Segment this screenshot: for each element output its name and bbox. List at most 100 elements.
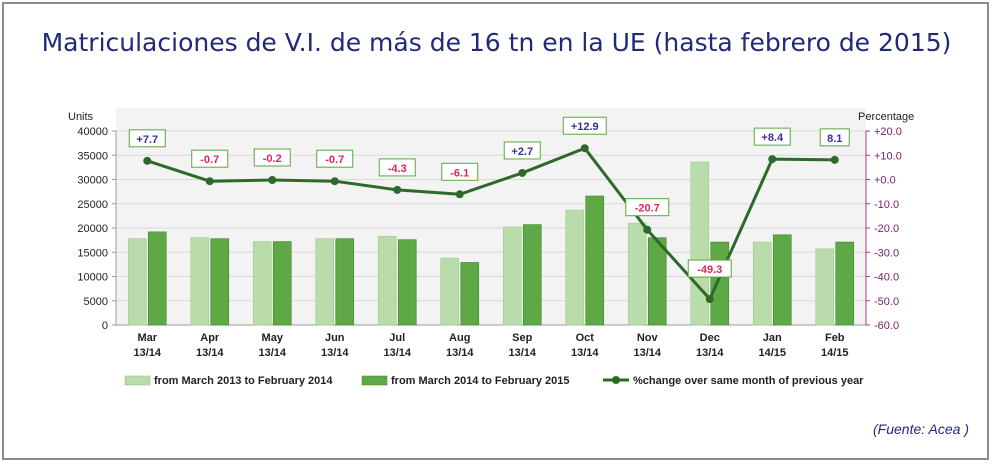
data-label-text: -20.7 [635, 203, 660, 215]
data-label-text: +2.7 [511, 146, 533, 158]
y-tick-label: 40000 [77, 126, 108, 138]
bar-series1 [315, 238, 335, 326]
data-label-text: -0.2 [263, 153, 282, 165]
x-tick-sublabel: 13/14 [446, 347, 474, 359]
y-axis-label: Units [68, 111, 94, 123]
data-label-text: 8.1 [827, 133, 842, 145]
x-tick-label: Feb [825, 332, 845, 344]
bar-series1 [377, 235, 397, 326]
y2-tick-label: -60.0 [874, 320, 899, 332]
data-label: -4.3 [378, 158, 416, 177]
data-label: -0.7 [316, 149, 354, 168]
data-label-text: +7.7 [136, 134, 158, 146]
y2-tick-label: +0.0 [874, 175, 896, 187]
legend-swatch-series1 [124, 375, 151, 386]
legend: from March 2013 to February 2014 from Ma… [124, 375, 864, 387]
percent-labels: +7.7 -0.7 -0.2 -0.7 -4.3 -6.1 +2.7 +12.9 -20.7 -4… [128, 116, 850, 278]
bar-series2 [772, 234, 792, 326]
line-marker [455, 190, 464, 199]
x-tick-label: Apr [200, 332, 220, 344]
x-tick-sublabel: 13/14 [571, 347, 599, 359]
x-tick-label: Nov [637, 332, 659, 344]
x-tick-sublabel: 13/14 [633, 347, 661, 359]
bar-series2 [460, 262, 480, 326]
y-ticks: 40000 35000 30000 25000 20000 15000 10000 5000 0 [77, 126, 116, 332]
line-marker [518, 168, 527, 177]
data-label-box [753, 127, 791, 146]
line-marker [705, 295, 714, 304]
bar-series1 [127, 238, 147, 326]
bar-series1 [565, 209, 585, 326]
line-marker [768, 155, 777, 164]
data-label-box [687, 259, 732, 278]
x-tick-sublabel: 13/14 [696, 347, 724, 359]
y2-tick-label: +10.0 [874, 150, 902, 162]
x-tick-sublabel: 13/14 [196, 347, 224, 359]
bar-series1 [752, 241, 772, 326]
legend-label-series2: from March 2014 to February 2015 [391, 375, 570, 387]
line-marker [330, 177, 339, 186]
x-tick-label: Jan [763, 332, 782, 344]
bar-series2 [335, 238, 355, 326]
x-tick-label: Aug [449, 332, 470, 344]
data-label-box [819, 128, 850, 147]
data-label-box [625, 198, 670, 217]
line-marker [393, 185, 402, 194]
x-tick-sublabel: 14/15 [758, 347, 786, 359]
data-label: -0.7 [191, 149, 229, 168]
line-marker [580, 144, 589, 153]
data-label: -0.2 [253, 148, 291, 167]
data-label: +7.7 [128, 129, 166, 148]
bar-series2 [210, 238, 230, 326]
bar-series2 [835, 241, 855, 326]
data-label-text: -6.1 [450, 167, 469, 179]
data-label-text: -0.7 [200, 154, 219, 166]
x-tick-sublabel: 13/14 [133, 347, 161, 359]
chart-title: Matriculaciones de V.I. de más de 16 tn … [41, 28, 952, 57]
y2-tick-label: -40.0 [874, 272, 899, 284]
x-tick-label: Dec [700, 332, 720, 344]
data-label-box [378, 158, 416, 177]
x-tick-label: Jul [389, 332, 405, 344]
data-label-text: +12.9 [571, 121, 599, 133]
x-tick-label: May [262, 332, 284, 344]
x-tick-label: Oct [576, 332, 595, 344]
bar-series2 [397, 239, 417, 326]
bar-series1 [252, 241, 272, 326]
data-label-box [253, 148, 291, 167]
x-tick-label: Mar [137, 332, 157, 344]
x-tick-sublabel: 13/14 [383, 347, 411, 359]
bar-series1 [440, 257, 460, 326]
y-tick-label: 15000 [77, 247, 108, 259]
y-tick-label: 30000 [77, 175, 108, 187]
bar-series2 [647, 237, 667, 326]
x-tick-label: Sep [512, 332, 532, 344]
y2-tick-label: -30.0 [874, 247, 899, 259]
y-tick-label: 25000 [77, 199, 108, 211]
y2-tick-label: -50.0 [874, 296, 899, 308]
legend-marker-icon [612, 376, 620, 384]
data-label: -49.3 [687, 259, 732, 278]
legend-swatch-series2 [361, 375, 388, 386]
data-label: 8.1 [819, 128, 850, 147]
data-label-text: -49.3 [697, 264, 722, 276]
y-tick-label: 35000 [77, 150, 108, 162]
bar-series1 [190, 237, 210, 326]
y2-tick-label: +20.0 [874, 126, 902, 138]
category-labels: Mar 13/14 Apr 13/14 May 13/14 Jun 13/14 Jul 13/14… [133, 332, 848, 359]
data-label: -6.1 [441, 162, 479, 181]
line-marker [268, 175, 277, 184]
y2-axis-label: Percentage [858, 111, 914, 123]
y2-tick-label: -20.0 [874, 223, 899, 235]
data-label: +8.4 [753, 127, 791, 146]
y2-tick-label: -10.0 [874, 199, 899, 211]
data-label-text: -0.7 [325, 154, 344, 166]
data-label: -20.7 [625, 198, 670, 217]
y-tick-label: 5000 [84, 296, 108, 308]
line-marker [143, 156, 152, 165]
x-tick-sublabel: 14/15 [821, 347, 849, 359]
data-label-box [128, 129, 166, 148]
bar-series2 [147, 231, 167, 326]
data-label-box [316, 149, 354, 168]
